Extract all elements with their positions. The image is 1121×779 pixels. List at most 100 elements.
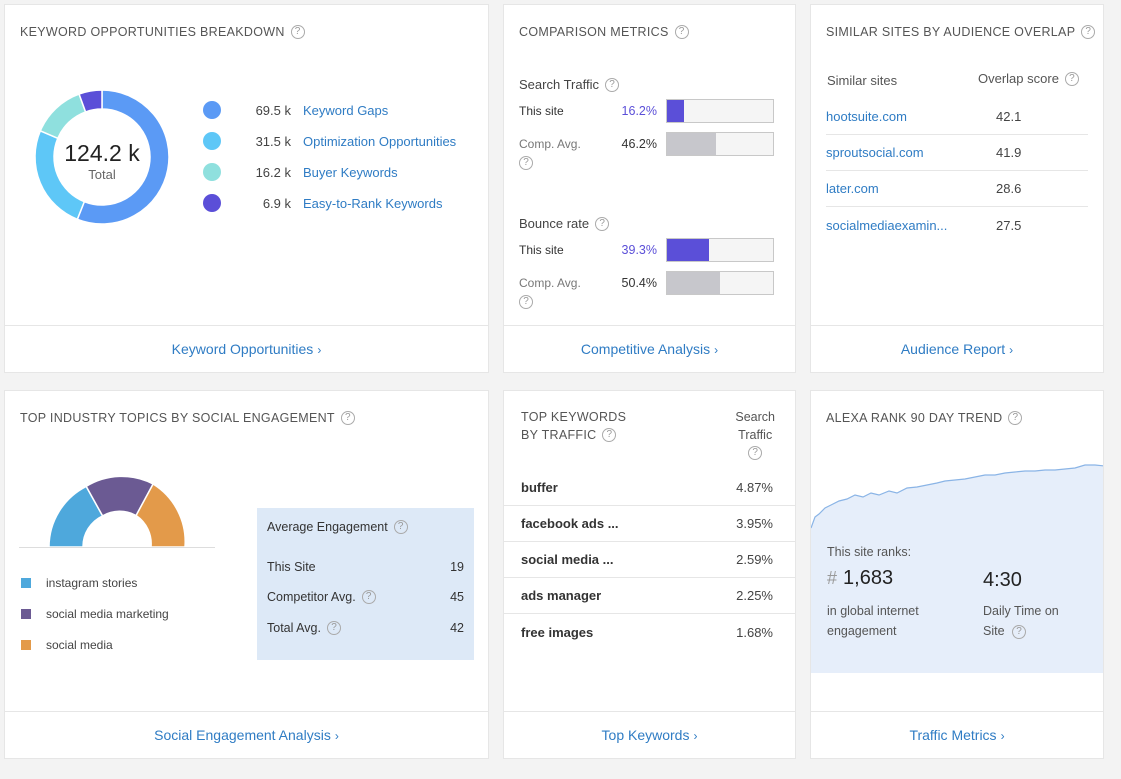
search-traffic-column-header: Search Traffic ? [735, 408, 775, 460]
engagement-row-this-site: This Site 19 [267, 560, 464, 574]
help-icon[interactable]: ? [1064, 71, 1079, 86]
help-icon[interactable]: ? [519, 295, 533, 309]
keyword-card-footer: Keyword Opportunities › [5, 325, 488, 372]
keyword-donut-chart: 124.2 k Total [34, 89, 170, 225]
search-traffic-label-text: Search Traffic [519, 77, 599, 92]
help-icon[interactable]: ? [326, 621, 341, 635]
bounce-comp-avg-bar [666, 271, 774, 295]
keyword-traffic: 1.68% [736, 624, 773, 640]
help-icon[interactable]: ? [1081, 25, 1096, 39]
chevron-right-icon: › [1009, 343, 1014, 357]
site-ranks-label: This site ranks: [827, 545, 912, 559]
alexa-trend-area [811, 465, 1103, 673]
traffic-metrics-link[interactable]: Traffic Metrics › [909, 727, 1004, 743]
help-icon[interactable]: ? [595, 216, 610, 231]
legend-social-media-marketing: social media marketing [21, 607, 169, 621]
table-row[interactable]: ads manager 2.25% [504, 578, 795, 614]
social-media-swatch [21, 640, 31, 650]
similar-sites-title: SIMILAR SITES BY AUDIENCE OVERLAP ? [826, 25, 1096, 39]
site-link[interactable]: hootsuite.com [826, 109, 907, 124]
global-rank-value: 1,683 [843, 567, 894, 589]
audience-report-link[interactable]: Audience Report › [901, 341, 1013, 357]
table-row[interactable]: free images 1.68% [504, 614, 795, 650]
table-row[interactable]: buffer 4.87% [504, 470, 795, 506]
chevron-right-icon: › [317, 343, 322, 357]
help-icon[interactable]: ? [290, 25, 305, 39]
social-engagement-analysis-link[interactable]: Social Engagement Analysis › [154, 727, 339, 743]
help-icon[interactable]: ? [604, 77, 619, 92]
easy-to-rank-dot [203, 194, 221, 212]
bounce-rate-label-text: Bounce rate [519, 216, 590, 231]
engagement-row-competitor: Competitor Avg.? 45 [267, 590, 464, 604]
instagram-stories-swatch [21, 578, 31, 588]
bounce-this-site-value: 39.3% [621, 243, 657, 257]
help-icon[interactable]: ? [519, 156, 533, 170]
similar-sites-column-header: Similar sites [827, 73, 898, 88]
buyer-keywords-link[interactable]: Buyer Keywords [303, 164, 398, 180]
optimization-opportunities-link[interactable]: Optimization Opportunities [303, 133, 457, 149]
donut-total-value: 124.2 k [64, 140, 140, 166]
table-row[interactable]: social media ... 2.59% [504, 542, 795, 578]
overlap-score: 27.5 [996, 217, 1022, 233]
social-media-marketing-swatch [21, 609, 31, 619]
overlap-score-header-text: Overlap score [978, 71, 1059, 86]
easy-to-rank-link[interactable]: Easy-to-Rank Keywords [303, 195, 443, 211]
keyword-opportunities-card: KEYWORD OPPORTUNITIES BREAKDOWN ? 124.2 … [4, 4, 489, 373]
help-icon[interactable]: ? [1012, 624, 1027, 639]
top-keywords-link[interactable]: Top Keywords › [602, 727, 698, 743]
engagement-value: 42 [450, 621, 464, 635]
legend-value: 69.5 k [255, 102, 291, 118]
buyer-keywords-dot [203, 163, 221, 181]
overlap-score-column-header: Overlap score ? [978, 71, 1079, 86]
chevron-right-icon: › [693, 729, 698, 743]
keyword-opportunities-link[interactable]: Keyword Opportunities › [172, 341, 322, 357]
overlap-score: 41.9 [996, 145, 1022, 160]
hash-icon: # [827, 568, 838, 588]
table-row[interactable]: facebook ads ... 3.95% [504, 506, 795, 542]
legend-keyword-gaps: 69.5 k Keyword Gaps [203, 101, 388, 119]
engagement-label: This Site [267, 560, 316, 574]
chevron-right-icon: › [714, 343, 719, 357]
buyer-keywords-slice[interactable] [39, 93, 87, 140]
search-this-site-bar [666, 99, 774, 123]
keyword-traffic: 3.95% [736, 516, 773, 531]
legend-optimization: 31.5 k Optimization Opportunities [203, 132, 456, 150]
alexa-rank-card: ALEXA RANK 90 DAY TREND ? This site rank… [810, 390, 1104, 759]
help-icon[interactable]: ? [748, 446, 763, 460]
help-icon[interactable]: ? [393, 520, 408, 534]
help-wrap: ? [735, 444, 775, 460]
search-traffic-header-line1: Search [735, 410, 775, 424]
keyword-gaps-slice[interactable] [76, 89, 170, 225]
easy-to-rank-slice[interactable] [78, 89, 103, 113]
site-link[interactable]: socialmediaexamin... [826, 217, 948, 233]
footer-link-text: Audience Report [900, 341, 1006, 357]
daily-time-value: 4:30 [983, 569, 1022, 591]
top-keywords-card: TOP KEYWORDS BY TRAFFIC? Search Traffic … [503, 390, 796, 759]
competitive-analysis-link[interactable]: Competitive Analysis › [581, 341, 718, 357]
engagement-label-wrap: Total Avg.? [267, 621, 341, 635]
help-icon[interactable]: ? [340, 411, 355, 425]
top-keywords-title-line2-wrap: BY TRAFFIC? [521, 426, 626, 444]
help-icon[interactable]: ? [1008, 411, 1023, 425]
chevron-right-icon: › [1000, 729, 1005, 743]
help-icon[interactable]: ? [361, 590, 376, 604]
keyword: buffer [521, 480, 558, 495]
engagement-value: 19 [450, 560, 464, 574]
average-engagement-title: Average Engagement ? [267, 520, 464, 534]
keyword-traffic: 2.25% [736, 588, 773, 603]
top-keywords-title-line2: BY TRAFFIC [521, 428, 597, 442]
alexa-card-title: ALEXA RANK 90 DAY TREND ? [826, 411, 1023, 425]
help-icon[interactable]: ? [674, 25, 689, 39]
site-link[interactable]: later.com [826, 181, 879, 196]
site-link[interactable]: sproutsocial.com [826, 145, 924, 160]
keyword-gaps-link[interactable]: Keyword Gaps [303, 102, 389, 118]
search-this-site-value: 16.2% [621, 104, 657, 118]
help-icon[interactable]: ? [602, 428, 617, 442]
social-semi-donut-chart [19, 475, 215, 548]
donut-total-label: Total [88, 167, 116, 182]
bounce-this-site-bar [666, 238, 774, 262]
keyword-card-title-text: KEYWORD OPPORTUNITIES BREAKDOWN [20, 25, 285, 39]
daily-time-description-text: Daily Time on Site [983, 604, 1059, 638]
global-rank: # 1,683 [827, 567, 893, 590]
average-engagement-title-text: Average Engagement [267, 520, 388, 534]
